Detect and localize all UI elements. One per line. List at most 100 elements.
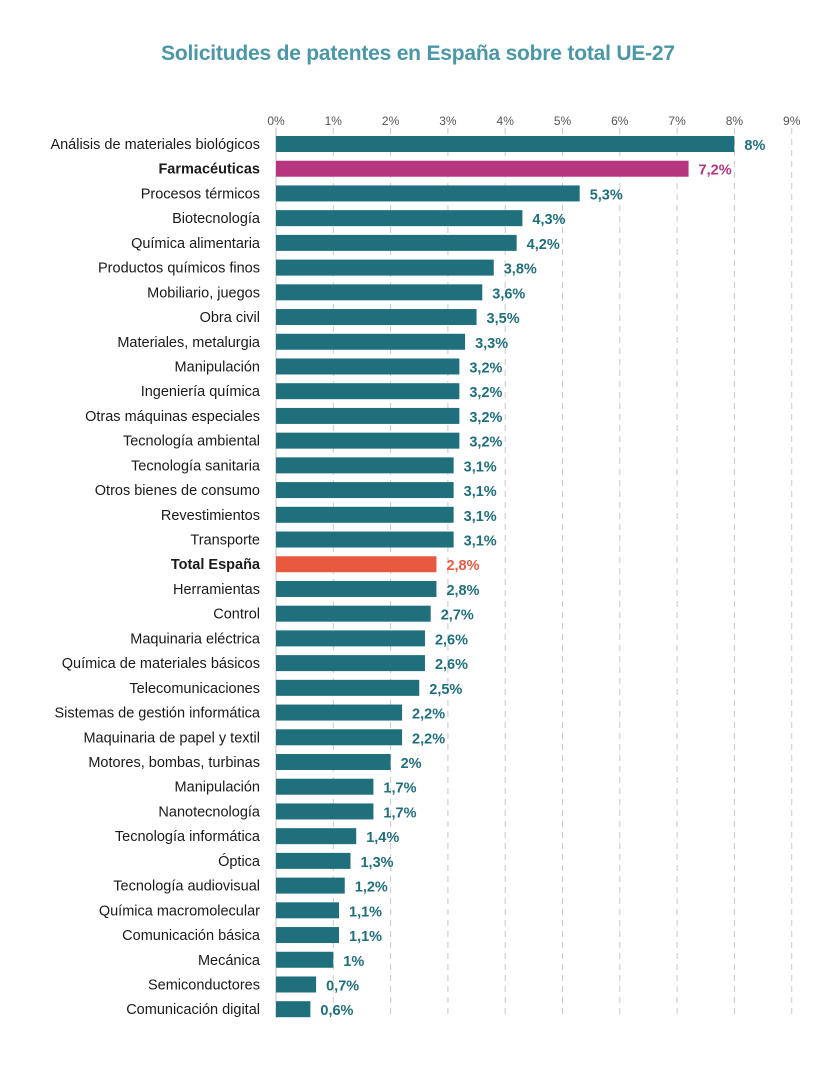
bar: [276, 259, 494, 276]
value-label: 2,2%: [412, 707, 445, 723]
value-label: 1%: [343, 954, 364, 970]
category-label: Tecnología informática: [115, 829, 261, 845]
bar: [276, 234, 517, 251]
x-tick-label: 8%: [726, 114, 744, 128]
category-label: Manipulación: [175, 359, 260, 375]
value-label: 4,2%: [527, 237, 560, 253]
value-label: 3,1%: [464, 509, 497, 525]
value-label: 3,2%: [469, 385, 502, 401]
category-label: Tecnología sanitaria: [131, 458, 261, 474]
value-label: 3,1%: [464, 484, 497, 500]
bar: [276, 704, 403, 721]
category-label: Mobiliario, juegos: [147, 285, 260, 301]
category-label: Procesos térmicos: [141, 186, 260, 202]
category-label: Total España: [171, 557, 261, 573]
bar: [276, 1001, 311, 1018]
value-label: 3,3%: [475, 336, 508, 352]
category-label: Química macromolecular: [99, 903, 260, 919]
category-label: Revestimientos: [161, 508, 260, 524]
x-tick-label: 7%: [668, 114, 686, 128]
category-label: Ingeniería química: [141, 384, 261, 400]
bar: [276, 927, 340, 944]
value-label: 2,5%: [429, 682, 462, 698]
category-label: Tecnología audiovisual: [113, 879, 260, 895]
value-label: 1,3%: [360, 855, 393, 871]
category-label: Farmacéuticas: [158, 162, 260, 178]
category-label: Control: [213, 607, 260, 623]
bar: [276, 309, 477, 326]
bar: [276, 556, 437, 573]
bar: [276, 457, 454, 474]
bar: [276, 210, 523, 227]
value-label: 1,1%: [349, 904, 382, 920]
bar: [276, 580, 437, 597]
x-tick-label: 3%: [439, 114, 457, 128]
category-label: Tecnología ambiental: [123, 434, 260, 450]
value-label: 7,2%: [699, 163, 732, 179]
value-label: 3,1%: [464, 459, 497, 475]
bar: [276, 333, 466, 350]
category-label: Maquinaria eléctrica: [130, 631, 261, 647]
value-label: 2%: [401, 756, 422, 772]
bar: [276, 358, 460, 375]
x-tick-label: 4%: [497, 114, 515, 128]
value-label: 4,3%: [532, 212, 565, 228]
value-label: 3,2%: [469, 410, 502, 426]
category-label: Obra civil: [200, 310, 260, 326]
x-tick-label: 2%: [382, 114, 400, 128]
category-label: Herramientas: [173, 582, 260, 598]
bar: [276, 754, 391, 770]
bar: [276, 605, 431, 622]
bar: [276, 976, 317, 993]
bar: [276, 828, 357, 845]
category-label: Biotecnología: [172, 211, 261, 227]
bar: [276, 803, 374, 820]
bar: [276, 506, 454, 523]
bar: [276, 432, 460, 449]
value-label: 2,6%: [435, 657, 468, 673]
x-tick-label: 5%: [554, 114, 572, 128]
value-label: 1,1%: [349, 929, 382, 945]
bar: [276, 729, 403, 746]
value-label: 3,2%: [469, 435, 502, 451]
x-tick-label: 9%: [783, 114, 801, 128]
category-label: Telecomunicaciones: [129, 681, 260, 697]
category-label: Otras máquinas especiales: [85, 409, 260, 425]
bar: [276, 852, 351, 869]
category-label: Transporte: [190, 533, 260, 549]
category-label: Otros bienes de consumo: [95, 483, 260, 499]
category-label: Motores, bombas, turbinas: [88, 755, 260, 771]
bar: [276, 136, 735, 152]
bar: [276, 679, 420, 696]
value-label: 3,2%: [469, 360, 502, 376]
category-label: Sistemas de gestión informática: [54, 706, 260, 722]
category-label: Comunicación básica: [122, 928, 261, 944]
category-label: Análisis de materiales biológicos: [50, 137, 260, 153]
value-label: 1,4%: [366, 830, 399, 846]
value-label: 3,5%: [487, 311, 520, 327]
bar: [276, 407, 460, 424]
value-label: 1,7%: [383, 781, 416, 797]
bar: [276, 160, 689, 177]
value-label: 1,2%: [355, 880, 388, 896]
chart-title: Solicitudes de patentes en España sobre …: [161, 42, 675, 65]
bar: [276, 877, 345, 894]
value-label: 3,8%: [504, 262, 537, 278]
x-tick-label: 0%: [267, 114, 285, 128]
bar: [276, 185, 580, 202]
value-label: 2,8%: [446, 583, 479, 599]
value-label: 2,7%: [441, 608, 474, 624]
bar: [276, 951, 334, 968]
value-label: 5,3%: [590, 187, 623, 203]
category-label: Semiconductores: [148, 977, 260, 993]
bar: [276, 902, 340, 919]
bar: [276, 778, 374, 795]
bar: [276, 482, 454, 499]
x-tick-label: 1%: [325, 114, 343, 128]
value-label: 1,7%: [383, 805, 416, 821]
value-label: 2,6%: [435, 632, 468, 648]
category-label: Manipulación: [175, 780, 260, 796]
category-label: Productos químicos finos: [98, 261, 260, 277]
bar: [276, 630, 425, 647]
category-label: Mecánica: [198, 953, 261, 969]
